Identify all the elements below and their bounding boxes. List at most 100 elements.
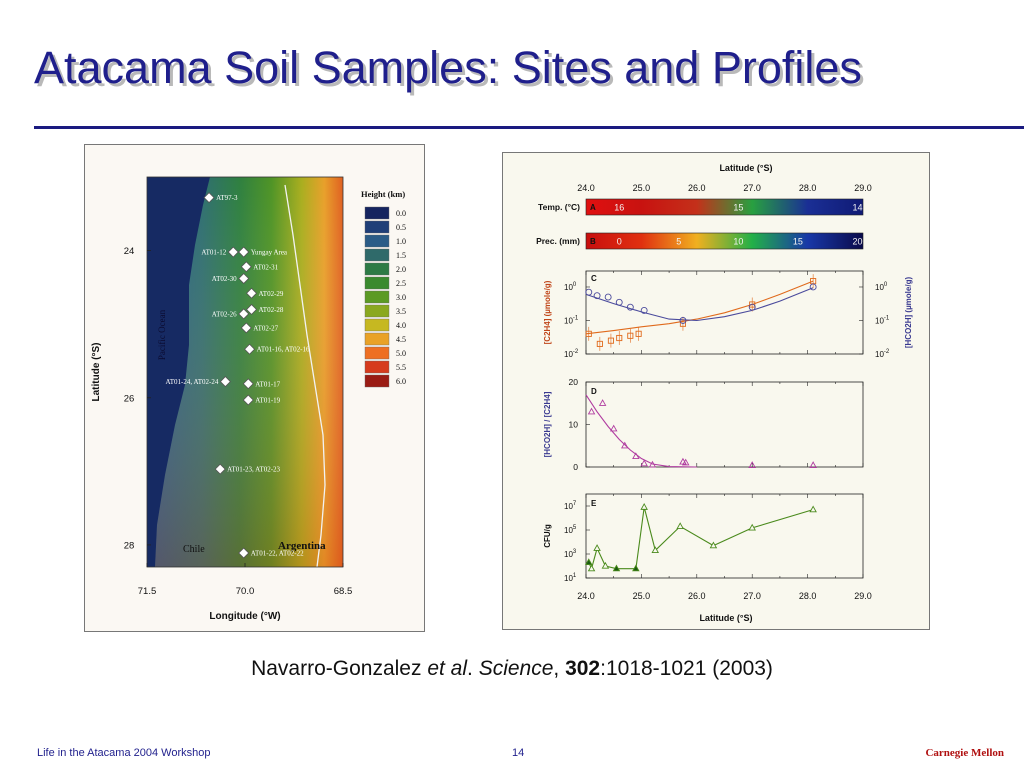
cfu-point <box>748 523 756 531</box>
y-tick-label: 100 <box>564 282 577 292</box>
panel-d: D 20 10 0 [HCO2H] / [C2H4] <box>543 377 864 472</box>
c2h4-point <box>585 330 592 337</box>
site-label: AT01-12 <box>201 249 226 257</box>
bar-value: 5 <box>676 237 681 247</box>
chile-label: Chile <box>183 544 205 555</box>
site-marker <box>238 246 250 258</box>
legend-entries: 0.0 0.5 1.0 1.5 2.0 2.5 3.0 3.5 4.0 4.5 5.0 5.5 6.0 <box>364 206 406 388</box>
top-latitude-ticks: 24.0 25.0 26.0 27.0 28.0 29.0 <box>577 183 872 193</box>
site-marker <box>242 378 254 390</box>
legend-swatch <box>364 248 390 262</box>
cfu-point <box>632 564 640 572</box>
site-marker <box>240 322 252 334</box>
legend-swatch <box>364 234 390 248</box>
land-shading <box>155 177 343 567</box>
site-marker <box>240 261 252 273</box>
bottom-tick-label: 28.0 <box>799 591 817 601</box>
hco2h-point <box>679 317 687 324</box>
bar-value: 14 <box>852 203 862 213</box>
c2h4-point <box>627 332 634 339</box>
legend-label: 6.0 <box>396 377 406 386</box>
legend-label: 2.5 <box>396 279 406 288</box>
ratio-point <box>648 460 657 468</box>
hco2h-point <box>809 283 817 291</box>
profiles-figure: Latitude (°S) 24.0 25.0 26.0 27.0 28.0 29.0 T… <box>502 152 930 630</box>
legend-swatch <box>364 206 390 220</box>
c2h4-point <box>607 337 614 344</box>
cite-journal: Science <box>478 657 554 680</box>
site-label: AT97-3 <box>216 194 238 202</box>
site-marker <box>246 303 258 315</box>
site-marker <box>214 463 226 475</box>
legend-swatch <box>364 332 390 346</box>
y-tick-label: 101 <box>564 573 577 583</box>
bar-value: 15 <box>793 237 803 247</box>
panel-d-y-label: [HCO2H] / [C2H4] <box>543 391 552 457</box>
y-tick-label: 10-2 <box>564 349 579 359</box>
bar-value: 16 <box>614 203 624 213</box>
bar-value: 10 <box>733 237 743 247</box>
footer-page-number: 14 <box>512 747 525 759</box>
site-map-svg: Pacific Ocean Chile Argentina AT97-3 AT01… <box>91 176 406 622</box>
ratio-point <box>809 461 817 468</box>
panel-c-left-label: [C2H4] (µmole/g) <box>543 280 552 344</box>
lon-tick-label: 70.0 <box>236 586 255 597</box>
longitude-ticks: 71.5 70.0 68.5 <box>138 563 353 597</box>
c2h4-point <box>679 320 687 327</box>
map-x-axis-label: Longitude (°W) <box>209 611 280 622</box>
legend-swatch <box>364 374 390 388</box>
legend-label: 5.5 <box>396 363 406 372</box>
hco2h-point <box>604 293 612 301</box>
site-label: AT02-27 <box>253 324 278 332</box>
cfu-point <box>640 503 648 510</box>
legend-label: 3.5 <box>396 307 406 316</box>
argentina-label: Argentina <box>278 540 326 552</box>
bar-letter: B <box>590 237 596 246</box>
lon-tick-label: 68.5 <box>334 586 353 597</box>
site-label: AT01-24, AT02-24 <box>166 378 219 386</box>
y-tick-label-right: 10-2 <box>875 349 890 359</box>
bottom-latitude-ticks: 24.0 25.0 26.0 27.0 28.0 29.0 <box>577 591 872 601</box>
legend-swatch <box>364 318 390 332</box>
site-label: AT01-23, AT02-23 <box>227 466 280 474</box>
cfu-point <box>587 564 596 572</box>
legend-label: 0.5 <box>396 223 406 232</box>
top-axis-title: Latitude (°S) <box>719 163 772 173</box>
cite-etal: et al <box>427 657 468 680</box>
legend-label: 0.0 <box>396 209 406 218</box>
panel-frame <box>585 381 864 468</box>
map-y-axis-label: Latitude (°S) <box>91 343 102 402</box>
bottom-tick-label: 29.0 <box>854 591 872 601</box>
bottom-axis-title: Latitude (°S) <box>699 613 752 623</box>
legend-label: 1.5 <box>396 251 406 260</box>
bar-value: 0 <box>617 237 622 247</box>
c2h4-point <box>635 330 642 337</box>
top-tick-label: 25.0 <box>633 183 651 193</box>
bar-value: 15 <box>733 203 743 213</box>
footer-workshop: Life in the Atacama 2004 Workshop <box>37 747 211 759</box>
site-marker <box>246 287 258 299</box>
site-label: AT02-28 <box>259 306 284 314</box>
site-label: Yungay Area <box>251 249 288 257</box>
legend-title: Height (km) <box>361 189 405 199</box>
legend-label: 5.0 <box>396 349 406 358</box>
top-tick-label: 29.0 <box>854 183 872 193</box>
y-tick-label: 10-1 <box>564 315 579 325</box>
y-tick-label: 20 <box>569 377 579 387</box>
legend-swatch <box>364 276 390 290</box>
y-tick-label: 103 <box>564 549 577 559</box>
cfu-point <box>593 544 601 551</box>
cfu-point <box>809 505 817 513</box>
panel-letter: C <box>591 274 597 283</box>
site-marker <box>238 308 250 320</box>
site-label: AT01-22, AT02-22 <box>251 550 304 558</box>
hco2h-point <box>593 292 601 300</box>
site-label: AT02-31 <box>253 263 278 271</box>
footer-institution: Carnegie Mellon <box>925 747 1004 759</box>
panel-c-right-label: [HCO2H] (µmole/g) <box>904 277 913 349</box>
cfu-point <box>709 541 718 549</box>
lon-tick-label: 71.5 <box>138 586 157 597</box>
sample-sites: AT97-3 AT01-12 Yungay Area AT02-31 AT02-30 AT… <box>166 192 310 559</box>
ocean-label: Pacific Ocean <box>157 309 167 360</box>
top-tick-label: 28.0 <box>799 183 817 193</box>
